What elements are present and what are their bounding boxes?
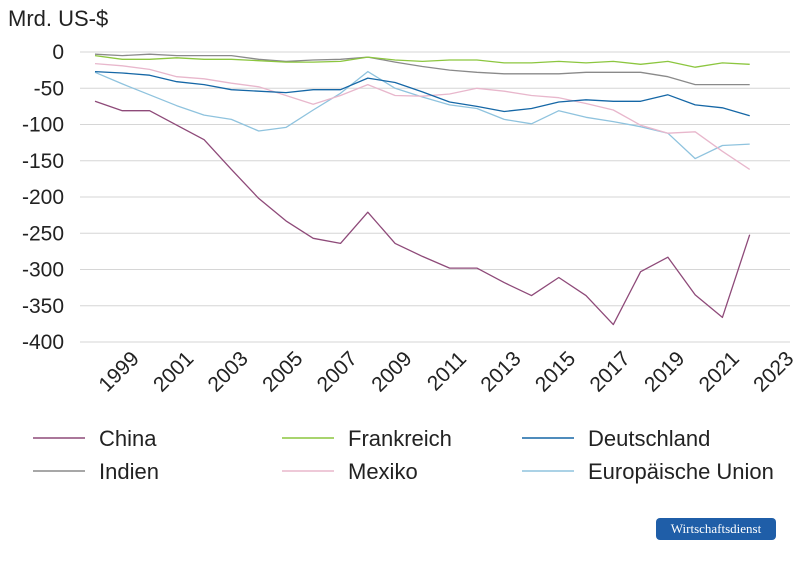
y-tick-label: -50: [34, 77, 64, 100]
series-line-mexiko: [94, 62, 751, 170]
y-tick-labels: 0 -50 -100 -150 -200 -250 -300 -350 -400: [22, 41, 64, 354]
legend-label: Europäische Union: [588, 459, 774, 484]
series-line-deutschland: [94, 70, 750, 117]
gridlines: [80, 51, 790, 343]
x-tick-labels: 1999 2001 2003 2005 2007 2009 2011 2013 2015 2017…: [94, 347, 798, 396]
legend-label: China: [99, 426, 157, 451]
y-tick-label: -200: [22, 186, 64, 209]
x-tick-label: 2005: [258, 347, 307, 396]
y-tick-label: -150: [22, 150, 64, 173]
legend-label: Indien: [99, 459, 159, 484]
x-tick-label: 2009: [367, 347, 416, 396]
x-tick-label: 2019: [640, 347, 689, 396]
y-tick-label: 0: [52, 41, 64, 64]
legend-label: Mexiko: [348, 459, 418, 484]
x-tick-label: 2003: [204, 347, 253, 396]
legend-label: Deutschland: [588, 426, 710, 451]
y-tick-label: -100: [22, 114, 64, 137]
x-tick-label: 2015: [531, 347, 580, 396]
y-tick-label: -300: [22, 259, 64, 282]
x-tick-label: 2023: [749, 347, 798, 396]
y-tick-label: -250: [22, 222, 64, 245]
series-line-china: [94, 100, 751, 326]
legend: China Frankreich Deutschland Indien Mexiko Eu…: [33, 426, 774, 484]
y-tick-label: -350: [22, 295, 64, 318]
y-axis-label: Mrd. US-$: [8, 6, 109, 31]
y-tick-label: -400: [22, 331, 64, 354]
series-line-indien: [94, 53, 750, 86]
series-lines: [94, 53, 751, 326]
x-tick-label: 2013: [476, 347, 525, 396]
series-line-frankreich: [94, 54, 750, 68]
x-tick-label: 2007: [313, 347, 362, 396]
x-tick-label: 2017: [585, 347, 634, 396]
wirtschaftsdienst-logo: Wirtschaftsdienst: [656, 518, 776, 540]
series-line-europ-ische-union: [94, 70, 750, 160]
legend-label: Frankreich: [348, 426, 452, 451]
x-tick-label: 2021: [695, 347, 744, 396]
x-tick-label: 2001: [149, 347, 198, 396]
x-tick-label: 2011: [423, 347, 471, 395]
x-tick-label: 1999: [94, 347, 143, 396]
